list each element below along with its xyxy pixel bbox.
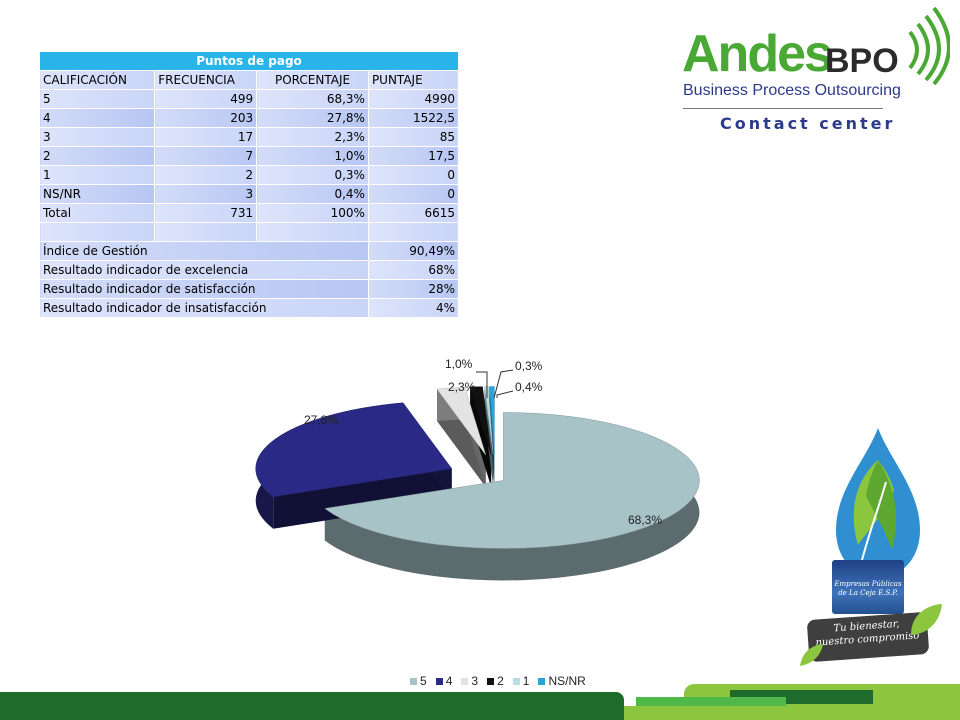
pie-layer: [255, 386, 700, 581]
epc-name-line1: Empresas Públicas: [834, 580, 902, 588]
calificacion-cell: NS/NR: [38, 184, 156, 204]
pie-data-label: 0,3%: [515, 359, 543, 373]
water-drop-leaf-icon: [836, 428, 920, 578]
table-title: Puntos de pago: [39, 51, 459, 71]
legend-swatch: [461, 677, 469, 685]
legend-swatch: [487, 677, 495, 685]
indicator-value: 28%: [367, 279, 460, 299]
pie-labels: 68,3% 27,8% 2,3% 1,0% 0,3% 0,4%: [304, 357, 662, 527]
score-table: Puntos de pago CALIFICACIÓN FRECUENCIA PORC…: [38, 51, 460, 318]
puntaje-cell: 0: [367, 184, 460, 204]
legend-label: 3: [471, 674, 479, 688]
footer-light-strip: [564, 706, 960, 720]
chart-legend: 5 4 3 2 1 NS/NR: [410, 674, 586, 688]
logo-divider: [683, 108, 883, 109]
pie-data-label: 1,0%: [445, 357, 473, 371]
pie-slice-4: [255, 402, 453, 497]
empty-cell: [154, 222, 258, 242]
pie-data-label: 2,3%: [448, 380, 476, 394]
legend-swatch: [538, 677, 546, 685]
logo-brand: Andes: [682, 25, 833, 83]
legend-item: 2: [487, 674, 504, 688]
pie-leader-line: [496, 390, 514, 398]
pie-slice-3: [436, 387, 486, 456]
table-row: Total 731 100% 6615: [38, 203, 460, 223]
table-header-row: CALIFICACIÓN FRECUENCIA PORCENTAJE PUNTAJE: [38, 70, 460, 90]
puntaje-cell: 4990: [367, 89, 460, 109]
legend-item: 3: [461, 674, 478, 688]
epc-name-panel: [832, 560, 904, 614]
indicator-value: 90,49%: [367, 241, 460, 261]
calificacion-cell: 3: [38, 127, 156, 147]
porcentaje-cell: 27,8%: [256, 108, 369, 128]
epc-badge: Empresas Públicas de La Ceja E.S.P. Tu b…: [796, 420, 946, 670]
legend-item: 1: [512, 674, 530, 688]
calificacion-cell: 4: [38, 108, 156, 128]
empty-cell: [38, 222, 156, 242]
logo-subtitle: Business Process Outsourcing: [683, 82, 901, 99]
table-empty-row: [38, 222, 460, 242]
indicator-row: Resultado indicador de insatisfacción 4%: [39, 298, 460, 318]
table-body: Puntos de pago CALIFICACIÓN FRECUENCIA PORC…: [38, 51, 460, 318]
legend-label: 1: [522, 674, 530, 688]
legend-swatch: [435, 677, 443, 685]
table-row: 5 499 68,3% 4990: [38, 89, 460, 109]
legend-label: 2: [497, 674, 504, 688]
pie-slice-nsnr: [489, 386, 495, 455]
table-row: 3 17 2,3% 85: [38, 127, 460, 147]
legend-item: 4: [435, 674, 453, 688]
pie-data-label: 68,3%: [628, 513, 662, 527]
porcentaje-cell: 1,0%: [256, 146, 369, 166]
legend-item: NS/NR: [538, 674, 586, 688]
legend-label: 4: [445, 674, 453, 688]
porcentaje-cell: 68,3%: [256, 89, 369, 109]
signal-waves-icon: [908, 6, 950, 86]
andes-bpo-logo: Andes BPO Business Process Outsourcing C…: [680, 6, 950, 136]
table-header-cell: FRECUENCIA: [154, 70, 258, 90]
calificacion-cell: 2: [38, 146, 156, 166]
leaf-icon: [911, 604, 942, 635]
pie-leader-line: [493, 369, 514, 399]
pie-data-label: 0,4%: [515, 380, 543, 394]
legend-swatch: [512, 677, 520, 685]
epc-name: Empresas Públicas de La Ceja E.S.P.: [832, 580, 904, 598]
puntaje-cell: 6615: [367, 203, 460, 223]
legend-swatch: [410, 677, 417, 685]
indicator-row: Resultado indicador de excelencia 68%: [39, 260, 460, 280]
puntaje-cell: 1522,5: [367, 108, 460, 128]
pie-slice-edge: [273, 468, 452, 529]
frecuencia-cell: 731: [154, 203, 258, 223]
pie-slice-2: [469, 386, 492, 455]
pie-leader-line: [476, 371, 488, 398]
pie-data-label: 27,8%: [304, 413, 338, 427]
table-row: 1 2 0,3% 0: [38, 165, 460, 185]
table-header-cell: PUNTAJE: [367, 70, 460, 90]
pie-slice-1: [484, 386, 494, 455]
legend-label: NS/NR: [548, 674, 586, 688]
logo-brand-suffix: BPO: [825, 42, 899, 80]
frecuencia-cell: 499: [154, 89, 258, 109]
indicator-value: 4%: [367, 298, 460, 318]
frecuencia-cell: 17: [154, 127, 258, 147]
indicator-label: Resultado indicador de excelencia: [39, 260, 369, 280]
pie-slice-5: [324, 412, 700, 549]
table-row: 2 7 1,0% 17,5: [38, 146, 460, 166]
indicator-label: Resultado indicador de insatisfacción: [39, 298, 369, 318]
table-title-row: Puntos de pago: [39, 51, 459, 71]
calificacion-cell: 1: [38, 165, 156, 185]
footer-dark-green-bar: [0, 692, 624, 720]
table-header-cell: CALIFICACIÓN: [38, 70, 156, 90]
leaf-small-icon: [800, 644, 823, 666]
table-row: 4 203 27,8% 1522,5: [38, 108, 460, 128]
calificacion-cell: 5: [38, 89, 156, 109]
epc-name-line2: de La Ceja E.S.P.: [838, 589, 898, 597]
puntaje-cell: 85: [367, 127, 460, 147]
logo-tagline: Contact center: [720, 114, 896, 133]
empty-cell: [256, 222, 369, 242]
legend-label: 5: [420, 674, 427, 688]
legend-item: 5: [410, 674, 427, 688]
frecuencia-cell: 7: [154, 146, 258, 166]
